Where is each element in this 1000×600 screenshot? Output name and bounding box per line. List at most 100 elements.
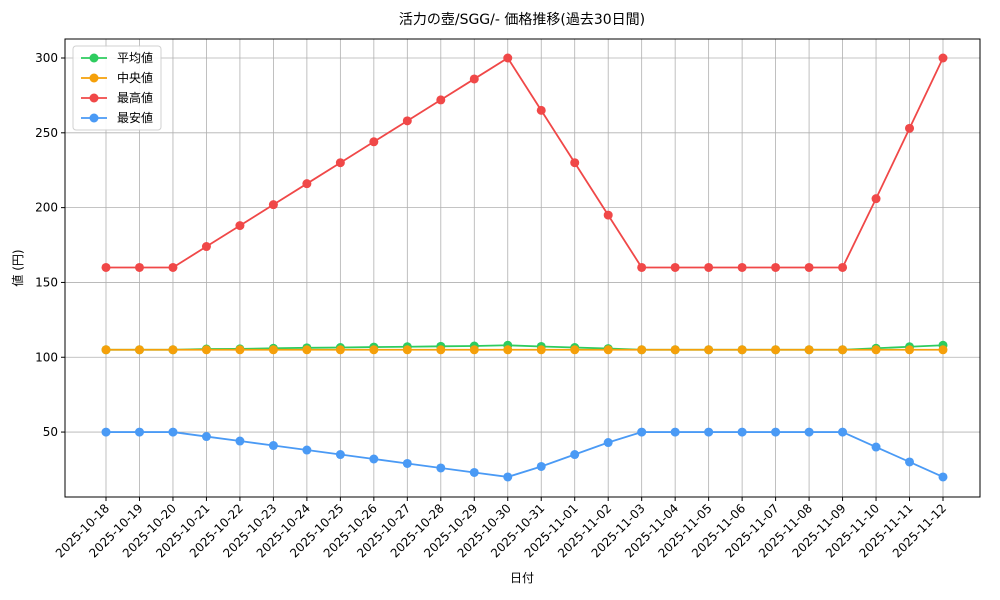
data-point	[603, 438, 613, 448]
data-point	[235, 436, 245, 446]
plot-frame	[64, 38, 981, 498]
y-tick-label: 300	[35, 51, 58, 65]
data-point	[402, 458, 412, 468]
data-point	[201, 242, 211, 252]
data-point	[804, 345, 814, 355]
data-point	[804, 262, 814, 272]
y-tick-label: 50	[43, 425, 58, 439]
data-point	[905, 345, 915, 355]
data-point	[670, 345, 680, 355]
data-point	[871, 194, 881, 204]
y-tick-label: 150	[35, 275, 58, 289]
data-point	[469, 74, 479, 84]
data-point	[268, 441, 278, 451]
data-point	[838, 345, 848, 355]
data-point	[905, 457, 915, 467]
data-point	[369, 137, 379, 147]
series-line	[106, 431, 944, 478]
legend-label: 最安値	[117, 110, 153, 125]
y-tick-label: 200	[35, 201, 58, 215]
data-point	[235, 345, 245, 355]
data-point	[838, 427, 848, 437]
data-point	[335, 158, 345, 168]
data-point	[536, 345, 546, 355]
data-point	[101, 262, 111, 272]
legend-marker	[89, 113, 99, 123]
data-point	[201, 345, 211, 355]
data-point	[268, 200, 278, 210]
legend-marker	[89, 53, 99, 63]
data-point	[302, 179, 312, 189]
data-point	[402, 116, 412, 126]
data-point	[637, 345, 647, 355]
data-point	[771, 262, 781, 272]
data-point	[737, 345, 747, 355]
data-point	[871, 345, 881, 355]
data-point	[369, 454, 379, 464]
data-point	[134, 345, 144, 355]
data-point	[670, 262, 680, 272]
data-point	[168, 262, 178, 272]
data-point	[335, 345, 345, 355]
data-point	[905, 123, 915, 133]
data-point	[503, 345, 513, 355]
y-axis-label: 値 (円)	[10, 249, 25, 286]
data-point	[201, 432, 211, 442]
data-point	[302, 445, 312, 455]
data-point	[570, 450, 580, 460]
data-point	[302, 345, 312, 355]
data-point	[168, 427, 178, 437]
data-point	[804, 427, 814, 437]
chart-title: 活力の壺/SGG/- 価格推移(過去30日間)	[399, 12, 645, 28]
data-point	[938, 53, 948, 63]
data-point	[436, 463, 446, 473]
series-line	[106, 56, 944, 269]
data-point	[536, 105, 546, 115]
x-axis-label: 日付	[510, 571, 534, 585]
data-point	[469, 345, 479, 355]
data-point	[603, 345, 613, 355]
data-point	[335, 450, 345, 460]
legend-label: 最高値	[117, 90, 153, 105]
data-point	[704, 345, 714, 355]
data-point	[570, 158, 580, 168]
data-point	[637, 427, 647, 437]
legend-marker	[89, 93, 99, 103]
data-point	[101, 427, 111, 437]
data-point	[469, 467, 479, 477]
legend-label: 中央値	[117, 70, 153, 85]
legend-marker	[89, 73, 99, 83]
y-tick-label: 250	[35, 126, 58, 140]
data-point	[436, 95, 446, 105]
data-point	[704, 427, 714, 437]
data-point	[268, 345, 278, 355]
data-point	[603, 210, 613, 220]
data-point	[737, 427, 747, 437]
y-tick-label: 100	[35, 350, 58, 364]
data-point	[838, 262, 848, 272]
data-point	[503, 53, 513, 63]
data-point	[737, 262, 747, 272]
data-point	[536, 461, 546, 471]
data-point	[436, 345, 446, 355]
data-point	[402, 345, 412, 355]
data-point	[938, 345, 948, 355]
data-point	[871, 442, 881, 452]
data-point	[134, 262, 144, 272]
data-point	[771, 427, 781, 437]
legend-label: 平均値	[117, 50, 153, 65]
data-point	[101, 345, 111, 355]
data-point	[670, 427, 680, 437]
data-point	[168, 345, 178, 355]
data-point	[570, 345, 580, 355]
data-point	[771, 345, 781, 355]
data-point	[637, 262, 647, 272]
data-point	[134, 427, 144, 437]
data-point	[235, 221, 245, 231]
data-point	[704, 262, 714, 272]
data-point	[938, 472, 948, 482]
data-point	[503, 472, 513, 482]
legend-box	[72, 45, 162, 131]
data-point	[369, 345, 379, 355]
